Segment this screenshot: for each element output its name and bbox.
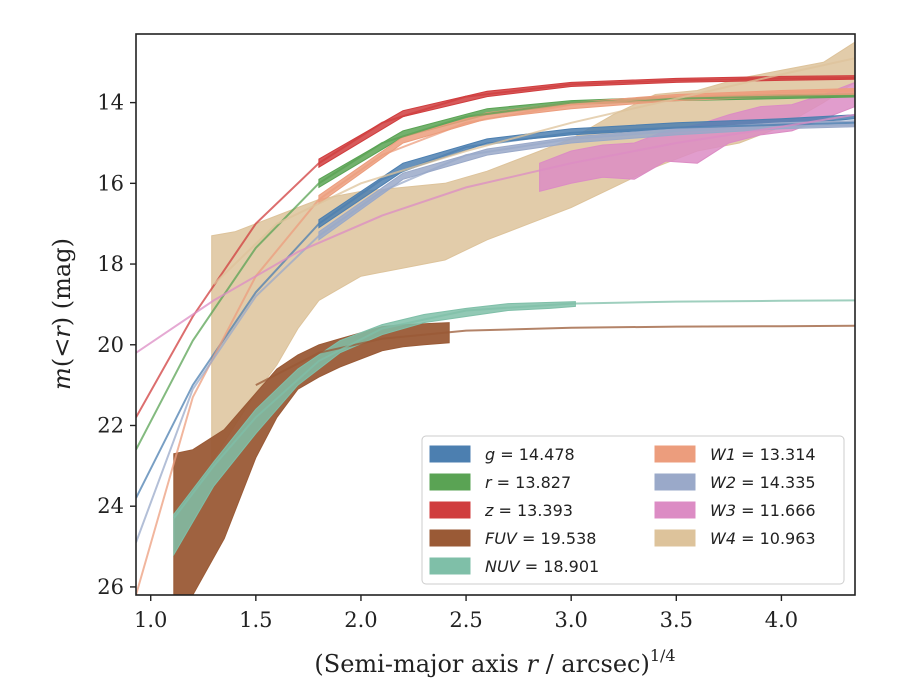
legend-label-w2: W2 = 14.335 [710,473,816,492]
fit-nuv [173,299,855,519]
x-tick-label: 2.5 [449,608,482,632]
fit-fuv [255,324,855,386]
y-tick-label: 20 [97,333,124,357]
legend-label-g: g = 14.478 [485,445,575,464]
y-axis-ticks: 14 16 18 20 22 24 26 [97,91,136,599]
fit-w4 [213,57,855,285]
y-tick-label: 24 [97,494,124,518]
fit-z [136,77,855,418]
y-tick-label: 22 [97,413,124,437]
legend-swatch-w1 [654,445,696,463]
legend-label-z: z = 13.393 [484,501,573,520]
legend-label-w4: W4 = 10.963 [710,529,816,548]
band-nuv [173,301,576,557]
x-tick-label: 1.5 [239,608,272,632]
y-tick-label: 16 [97,171,124,195]
legend-swatch-w3 [654,501,696,519]
plot-frame [135,33,856,596]
legend-label-nuv: NUV = 18.901 [485,557,599,576]
legend-swatch-nuv [429,557,471,575]
y-tick-label: 26 [97,575,124,599]
legend-swatch-r [429,473,471,491]
x-tick-label: 3.5 [660,608,693,632]
x-tick-label: 1.0 [134,608,167,632]
legend-label-r: r = 13.827 [485,473,571,492]
legend-label-w3: W3 = 11.666 [710,501,816,520]
y-axis-title: m(<r) (mag) [48,238,76,390]
x-tick-label: 4.0 [765,608,798,632]
legend: g = 14.478 r = 13.827 z = 13.393 FUV = 19.5… [421,435,845,585]
legend-swatch-w2 [654,473,696,491]
fit-w1 [136,89,855,595]
band-z [318,75,855,169]
y-tick-label: 18 [97,252,124,276]
legend-label-fuv: FUV = 19.538 [485,529,596,548]
x-tick-label: 2.0 [344,608,377,632]
x-axis-title: (Semi-major axis r / arcsec)1/4 [314,646,675,678]
y-tick-label: 14 [97,91,124,115]
legend-swatch-g [429,445,471,463]
x-tick-label: 3.0 [554,608,587,632]
fit-curves [136,57,855,595]
legend-swatch-w4 [654,529,696,547]
uncertainty-bands [173,41,855,595]
legend-box [421,435,845,585]
legend-swatch-z [429,501,471,519]
x-axis-ticks: 1.0 1.5 2.0 2.5 3.0 3.5 4.0 [134,595,798,632]
legend-label-w1: W1 = 13.314 [710,445,816,464]
fit-w2 [136,123,855,543]
legend-swatch-fuv [429,529,471,547]
fit-w3 [136,113,855,354]
